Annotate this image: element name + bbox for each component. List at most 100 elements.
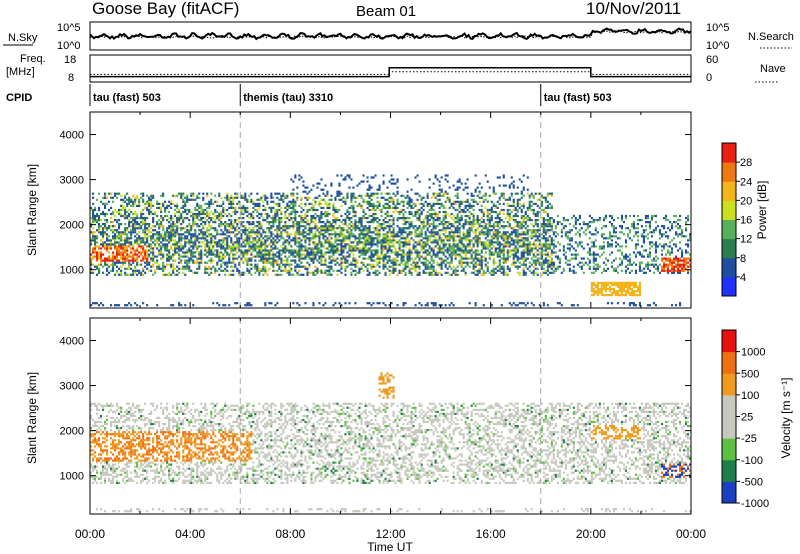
echo-cell [134,269,137,272]
echo-cell [178,241,181,244]
echo-cell [242,225,245,228]
echo-cell [250,223,253,226]
echo-cell [520,245,523,248]
echo-cell [516,247,519,250]
echo-cell [152,257,155,260]
echo-cell [484,225,487,228]
echo-cell [214,269,217,272]
echo-cell [346,237,349,240]
echo-cell [426,227,429,230]
echo-cell [308,233,311,236]
echo-cell [302,221,305,224]
echo-cell [244,233,247,236]
echo-cell [358,235,361,238]
echo-cell [322,198,325,201]
echo-cell [296,225,299,228]
echo-cell [402,200,405,203]
echo-cell [326,204,329,207]
echo-cell [472,271,475,274]
echo-cell [440,257,443,260]
echo-cell [478,182,481,185]
echo-cell [252,206,255,209]
echo-cell [128,219,131,222]
echo-cell [520,221,523,224]
echo-cell [366,239,369,242]
echo-cell [478,261,481,264]
echo-cell [460,255,463,258]
echo-cell [484,245,487,248]
echo-cell [306,261,309,264]
echo-cell [294,235,297,238]
echo-cell [118,259,121,262]
echo-cell [210,219,213,222]
echo-cell [426,202,429,205]
echo-cell [332,219,335,222]
echo-cell [474,269,477,272]
echo-cell [286,217,289,220]
echo-cell [184,259,187,262]
echo-cell [388,241,391,244]
echo-cell [292,253,295,256]
echo-cell [376,217,379,220]
echo-cell [304,249,307,252]
echo-cell [230,223,233,226]
echo-cell [192,219,195,222]
echo-cell [174,225,177,228]
echo-cell [494,231,497,234]
echo-cell [274,217,277,220]
echo-cell [518,257,521,260]
echo-cell [256,263,259,266]
echo-cell [202,237,205,240]
echo-cell [450,245,453,248]
echo-cell [418,243,421,246]
echo-cell [120,261,123,264]
echo-cell [192,225,195,228]
echo-cell [378,257,381,260]
echo-cell [114,208,117,212]
echo-cell [356,265,359,268]
echo-cell [440,251,443,254]
echo-cell [328,221,331,224]
echo-cell [394,267,397,270]
echo-cell [254,204,257,207]
echo-cell [394,257,397,260]
echo-cell [498,259,501,262]
echo-cell [506,241,509,244]
echo-cell [376,204,379,207]
echo-cell [326,212,329,216]
echo-cell [484,263,487,266]
echo-cell [444,255,447,258]
echo-cell [366,233,369,236]
echo-cell [280,261,283,264]
echo-cell [222,237,225,240]
echo-cell [346,251,349,254]
echo-cell [508,212,511,216]
echo-cell [334,249,337,252]
echo-cell [268,221,271,224]
echo-cell [434,233,437,236]
echo-cell [408,267,411,270]
echo-cell [218,259,221,262]
echo-cell [142,267,145,270]
echo-cell [476,214,479,218]
echo-cell [212,221,215,224]
echo-cell [188,265,191,268]
echo-cell [250,304,253,307]
echo-cell [286,257,289,260]
echo-cell [472,243,475,246]
echo-cell [272,237,275,240]
echo-cell [184,304,187,307]
echo-cell [512,243,515,246]
echo-cell [120,212,123,216]
echo-cell [356,259,359,262]
echo-cell [190,192,193,195]
echo-cell [134,212,137,216]
echo-cell [226,214,229,218]
echo-cell [304,202,307,205]
echo-cell [398,235,401,238]
echo-cell [392,243,395,246]
echo-cell [412,202,415,205]
echo-cell [272,239,275,242]
echo-cell [460,182,463,185]
echo-cell [194,231,197,234]
